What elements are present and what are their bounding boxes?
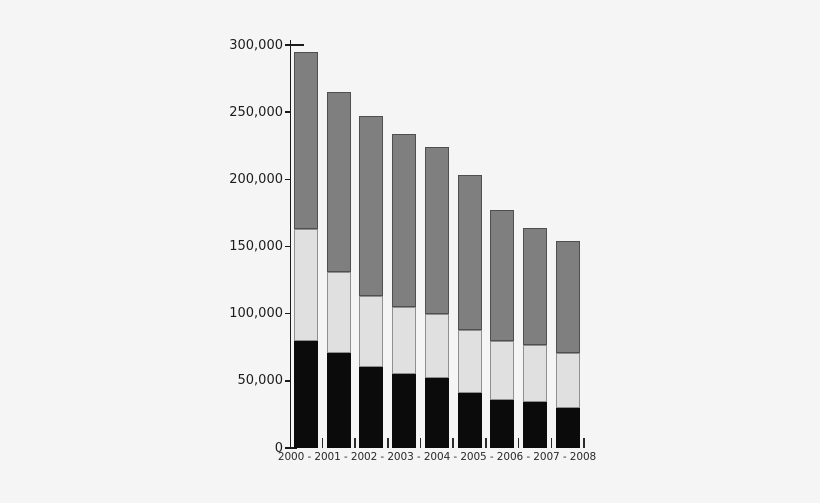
bar-segment-middle-segment-light-gray-2004 <box>424 313 449 379</box>
y-axis-tick-label: 200,000 <box>229 171 283 187</box>
bar-segment-bottom-segment-black-2008 <box>555 407 580 448</box>
y-axis-tick-label: 50,000 <box>237 373 284 389</box>
y-axis-tick <box>284 447 291 449</box>
y-axis-tick <box>284 312 291 315</box>
bar-segment-bottom-segment-black-2004 <box>424 378 449 448</box>
y-axis-tick-label: 250,000 <box>229 104 283 120</box>
x-axis-tick <box>583 438 585 448</box>
y-axis-tick-label: 0 <box>274 440 283 456</box>
bar-segment-middle-segment-light-gray-2006 <box>490 340 515 400</box>
y-axis-tick <box>284 245 291 248</box>
y-axis-tick <box>284 44 304 46</box>
x-axis-tick <box>517 438 520 448</box>
bar-segment-top-segment-dark-gray-2008 <box>555 241 580 353</box>
x-axis-tick <box>550 438 552 448</box>
y-axis-tick <box>284 111 291 113</box>
bar-segment-top-segment-dark-gray-2000 <box>294 51 318 230</box>
bar-segment-top-segment-dark-gray-2001 <box>326 92 351 273</box>
y-axis-tick <box>284 178 291 181</box>
bar-segment-middle-segment-light-gray-2003 <box>392 306 417 375</box>
bar-segment-bottom-segment-black-2005 <box>457 392 482 448</box>
bar-segment-middle-segment-light-gray-2007 <box>522 344 547 403</box>
bar-segment-bottom-segment-black-2001 <box>326 352 351 448</box>
bar-segment-bottom-segment-black-2000 <box>294 340 318 448</box>
bar-segment-top-segment-dark-gray-2007 <box>522 227 547 345</box>
bar-segment-top-segment-dark-gray-2002 <box>359 116 384 297</box>
x-axis-tick <box>354 438 356 448</box>
x-axis-tick <box>452 438 454 448</box>
x-axis-label-row: 2000 - 2001 - 2002 - 2003 - 2004 - 2005 … <box>277 451 597 463</box>
bar-segment-bottom-segment-black-2003 <box>392 374 417 448</box>
bar-segment-middle-segment-light-gray-2002 <box>359 296 384 368</box>
y-axis-line <box>289 40 291 448</box>
y-axis-tick-label: 300,000 <box>229 37 283 53</box>
bar-segment-bottom-segment-black-2007 <box>522 402 547 448</box>
bar-segment-top-segment-dark-gray-2005 <box>457 175 482 330</box>
bar-segment-middle-segment-light-gray-2005 <box>457 329 482 393</box>
x-axis-origin-foot <box>289 447 297 449</box>
y-axis-tick-label: 150,000 <box>229 239 283 254</box>
bar-segment-top-segment-dark-gray-2004 <box>424 147 449 314</box>
x-axis-tick <box>419 438 422 448</box>
y-axis-tick <box>284 380 291 382</box>
bar-segment-bottom-segment-black-2006 <box>490 399 515 448</box>
x-axis-tick <box>321 438 324 448</box>
x-axis-tick <box>387 438 389 448</box>
bar-segment-bottom-segment-black-2002 <box>359 367 384 448</box>
bar-segment-middle-segment-light-gray-2001 <box>326 272 351 353</box>
bar-segment-middle-segment-light-gray-2000 <box>294 229 318 341</box>
bar-segment-top-segment-dark-gray-2003 <box>392 133 417 307</box>
bar-segment-top-segment-dark-gray-2006 <box>490 210 515 341</box>
bar-segment-middle-segment-light-gray-2008 <box>555 352 580 408</box>
x-axis-tick <box>485 438 487 448</box>
y-axis-tick-label: 100,000 <box>229 306 283 322</box>
